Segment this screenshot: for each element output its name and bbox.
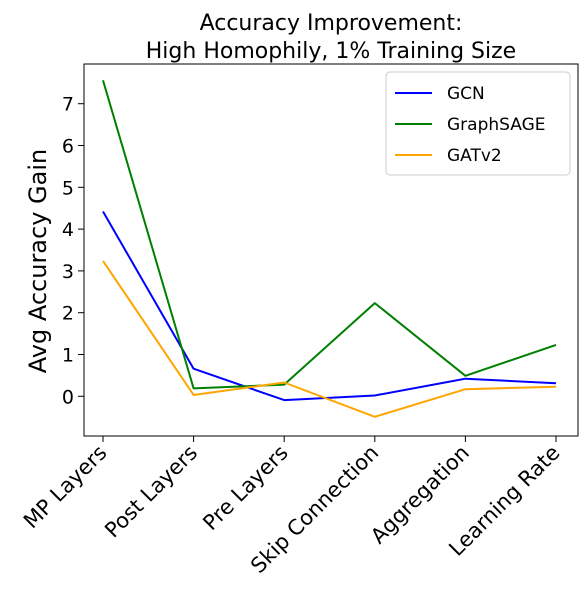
y-tick-label: 0 [62, 386, 74, 408]
y-tick-label: 6 [62, 136, 74, 158]
x-tick-label: Pre Layers [198, 441, 292, 535]
series-lines [102, 80, 557, 418]
y-tick-label: 1 [62, 344, 74, 366]
y-axis-label: Avg Accuracy Gain [24, 149, 52, 373]
y-tick-label: 5 [62, 177, 74, 199]
x-tick-label: Post Layers [100, 441, 202, 543]
y-axis-ticks: 0 1 2 3 4 5 6 7 [62, 94, 84, 408]
legend-label: GATv2 [447, 146, 502, 166]
legend-box [385, 71, 571, 176]
legend-label: GCN [447, 84, 485, 104]
series-line-gcn [102, 211, 557, 402]
series-line-gatv2 [102, 260, 557, 418]
legend-label: GraphSAGE [447, 115, 546, 135]
y-tick-label: 2 [62, 303, 74, 325]
series-line-graphsage [102, 80, 557, 390]
x-tick-label: MP Layers [19, 441, 112, 534]
y-tick-label: 3 [62, 261, 74, 283]
chart-title-line1: Accuracy Improvement: [200, 11, 463, 36]
chart-title-line2: High Homophily, 1% Training Size [146, 39, 516, 64]
y-tick-label: 4 [62, 219, 74, 241]
y-tick-label: 7 [62, 94, 74, 116]
plot-frame [83, 63, 579, 437]
legend: GCN GraphSAGE GATv2 [385, 71, 571, 176]
